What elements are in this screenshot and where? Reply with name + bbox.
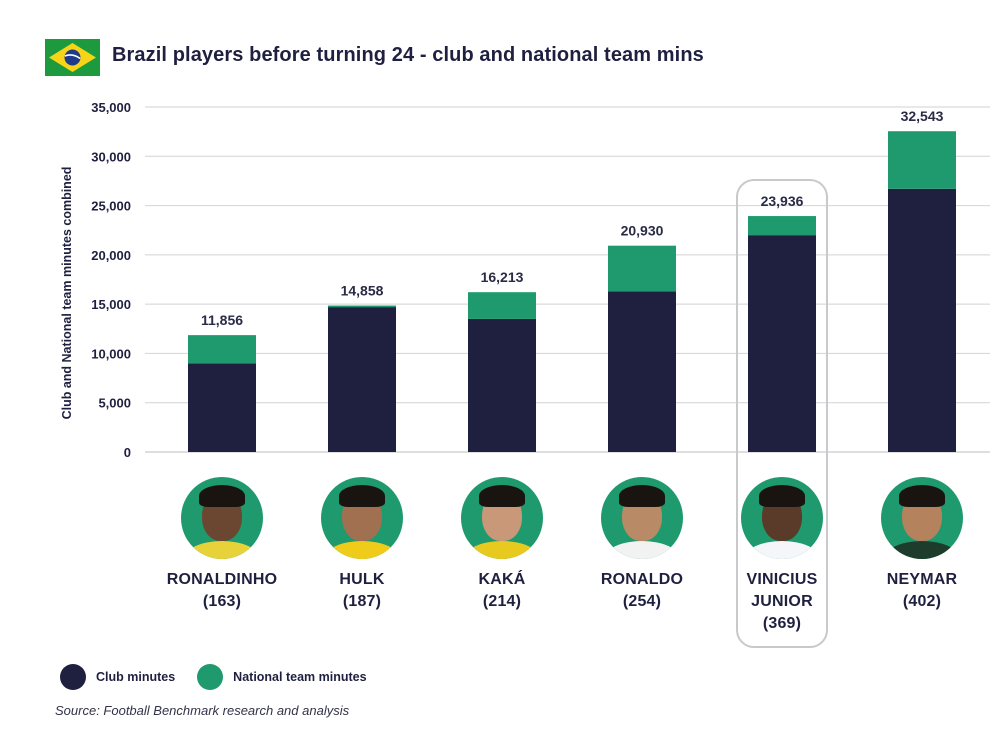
bar-total-label: 20,930 [621, 223, 664, 239]
total-labels: 11,856 14,858 16,213 20,930 23,936 32,543 [201, 108, 944, 328]
player-photo-icon [461, 477, 543, 559]
player-name: NEYMAR (402) [857, 569, 987, 613]
shirt-shape [464, 541, 540, 559]
player-name-line: (369) [762, 615, 802, 632]
bar-total-label: 14,858 [341, 283, 384, 299]
bar-total-label: 16,213 [481, 269, 524, 285]
player-name-line: HULK [339, 571, 385, 588]
player-name: RONALDO (254) [577, 569, 707, 613]
player-name-line: (254) [622, 593, 662, 610]
player-name-line: (187) [342, 593, 382, 610]
shirt-shape [604, 541, 680, 559]
player-name: VINICIUS JUNIOR (369) [717, 569, 847, 635]
bar-club-minutes [468, 318, 536, 452]
bars [188, 131, 956, 453]
y-tick-label: 30,000 [91, 149, 131, 164]
source-note: Source: Football Benchmark research and … [55, 703, 350, 718]
player-column: VINICIUS JUNIOR (369) [717, 477, 847, 635]
player-name-line: JUNIOR [751, 593, 813, 610]
player-name-line: (402) [902, 593, 942, 610]
player-name: RONALDINHO (163) [157, 569, 287, 613]
legend-item-club: Club minutes [60, 664, 175, 690]
legend-label-club: Club minutes [96, 670, 176, 684]
player-name-line: VINICIUS [746, 571, 818, 588]
player-name-line: (163) [202, 593, 242, 610]
y-tick-label: 15,000 [91, 297, 131, 312]
player-name-line: KAKÁ [478, 571, 526, 588]
y-tick-label: 35,000 [91, 100, 131, 115]
player-column: HULK (187) [297, 477, 427, 613]
shirt-shape [884, 541, 960, 559]
bar-total-label: 32,543 [901, 108, 944, 124]
y-tick-label: 5,000 [98, 396, 131, 411]
bar-club-minutes [608, 291, 676, 452]
shirt-shape [184, 541, 260, 559]
brazil-flag-icon [45, 39, 100, 76]
bar-club-minutes [888, 188, 956, 453]
legend-label-national: National team minutes [233, 670, 367, 684]
y-tick-label: 10,000 [91, 346, 131, 361]
hair-shape [759, 485, 805, 507]
player-photo-icon [601, 477, 683, 559]
bar-club-minutes [188, 363, 256, 452]
bar-national-team-minutes [328, 305, 396, 308]
bar-club-minutes [328, 307, 396, 452]
legend: Club minutes National team minutes [60, 664, 389, 690]
bar-total-label: 11,856 [201, 312, 243, 328]
player-column: RONALDO (254) [577, 477, 707, 613]
chart-title: Brazil players before turning 24 - club … [112, 44, 704, 66]
player-photo-icon [321, 477, 403, 559]
y-tick-label: 20,000 [91, 248, 131, 263]
player-name-line: RONALDINHO [166, 571, 278, 588]
highlight-box-vinicius [736, 179, 828, 648]
y-tick-label: 0 [124, 445, 131, 460]
player-column: RONALDINHO (163) [157, 477, 287, 613]
hair-shape [619, 485, 665, 507]
hair-shape [899, 485, 945, 507]
hair-shape [199, 485, 245, 507]
player-name: KAKÁ (214) [437, 569, 567, 613]
gridlines [145, 106, 990, 453]
bar-national-team-minutes [468, 292, 536, 319]
player-name-line: (214) [482, 593, 522, 610]
player-name-line: NEYMAR [886, 571, 958, 588]
legend-swatch-national [197, 664, 224, 690]
bar-national-team-minutes [888, 131, 956, 189]
y-axis-label: Club and National team minutes combined [60, 167, 74, 420]
y-tick-label: 25,000 [91, 199, 131, 214]
player-name: HULK (187) [297, 569, 427, 613]
player-column: NEYMAR (402) [857, 477, 987, 613]
legend-item-national: National team minutes [197, 664, 367, 690]
player-photo-icon [741, 477, 823, 559]
hair-shape [339, 485, 385, 507]
shirt-shape [324, 541, 400, 559]
bar-chart: 35,000 30,000 25,000 20,000 15,000 10,000 5,00… [60, 100, 990, 460]
y-axis-ticks: 35,000 30,000 25,000 20,000 15,000 10,000 5,00… [91, 100, 131, 460]
bar-club-minutes [748, 235, 816, 452]
bar-national-team-minutes [748, 216, 816, 236]
bar-total-label: 23,936 [761, 193, 804, 209]
bar-national-team-minutes [608, 245, 676, 292]
bar-national-team-minutes [188, 335, 256, 364]
shirt-shape [744, 541, 820, 559]
player-column: KAKÁ (214) [437, 477, 567, 613]
player-name-line: RONALDO [600, 571, 684, 588]
player-photo-icon [881, 477, 963, 559]
legend-swatch-club [60, 664, 86, 690]
player-photo-icon [181, 477, 263, 559]
hair-shape [479, 485, 525, 507]
